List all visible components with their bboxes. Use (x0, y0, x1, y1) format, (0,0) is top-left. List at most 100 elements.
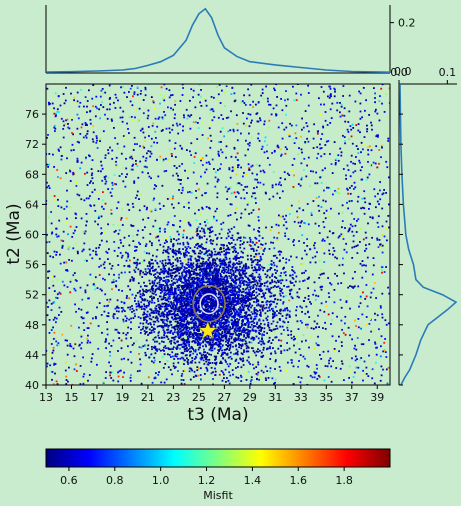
sample-point (156, 142, 158, 144)
sample-point (83, 137, 85, 139)
sample-point (145, 289, 147, 291)
sample-point (92, 182, 94, 184)
sample-point (188, 246, 190, 248)
sample-point (52, 103, 54, 105)
sample-point (350, 125, 352, 127)
sample-point (343, 332, 345, 334)
sample-point (59, 254, 61, 256)
sample-point (174, 100, 176, 102)
sample-point (135, 295, 137, 297)
sample-point (356, 220, 358, 222)
sample-point (169, 89, 171, 91)
sample-point (175, 250, 177, 252)
sample-point (107, 334, 109, 336)
sample-point (251, 264, 253, 266)
sample-point (276, 257, 278, 259)
sample-point (58, 149, 60, 151)
sample-point (328, 362, 330, 364)
sample-point (78, 142, 80, 144)
sample-point (98, 325, 100, 327)
sample-point (91, 168, 93, 170)
sample-point (360, 111, 362, 113)
sample-point (168, 289, 170, 291)
sample-point (123, 146, 125, 148)
sample-point (222, 222, 224, 224)
sample-point (134, 313, 136, 315)
sample-point (314, 371, 316, 373)
sample-point (117, 100, 119, 102)
sample-point (331, 103, 333, 105)
sample-point (168, 338, 170, 340)
sample-point (182, 234, 184, 236)
sample-point (367, 177, 369, 179)
sample-point (276, 314, 278, 316)
sample-point (263, 184, 265, 186)
sample-point (198, 368, 200, 370)
sample-point (255, 197, 257, 199)
sample-point (220, 102, 222, 104)
sample-point (331, 163, 333, 165)
sample-point (227, 117, 229, 119)
sample-point (199, 272, 201, 274)
sample-point (238, 362, 240, 364)
sample-point (321, 147, 323, 149)
sample-point (209, 235, 211, 237)
sample-point (54, 200, 56, 202)
sample-point (55, 297, 57, 299)
sample-point (122, 117, 124, 119)
sample-point (281, 154, 283, 156)
sample-point (362, 260, 364, 262)
sample-point (102, 278, 104, 280)
sample-point (107, 149, 109, 151)
sample-point (357, 152, 359, 154)
sample-point (259, 376, 261, 378)
sample-point (130, 224, 132, 226)
sample-point (138, 316, 140, 318)
sample-point (213, 116, 215, 118)
sample-point (236, 311, 238, 313)
sample-point (71, 117, 73, 119)
sample-point (296, 211, 298, 213)
sample-point (328, 296, 330, 298)
sample-point (261, 266, 263, 268)
sample-point (307, 85, 309, 87)
sample-point (80, 365, 82, 367)
sample-point (296, 336, 298, 338)
sample-point (232, 289, 234, 291)
sample-point (153, 274, 155, 276)
sample-point (227, 233, 229, 235)
sample-point (61, 159, 63, 161)
sample-point (348, 169, 350, 171)
sample-point (256, 378, 258, 380)
sample-point (366, 179, 368, 181)
sample-point (114, 137, 116, 139)
sample-point (190, 238, 192, 240)
sample-point (319, 354, 321, 356)
sample-point (370, 122, 372, 124)
sample-point (253, 229, 255, 231)
sample-point (189, 370, 191, 372)
sample-point (239, 244, 241, 246)
sample-point (210, 274, 212, 276)
sample-point (209, 254, 211, 256)
sample-point (370, 331, 372, 333)
sample-point (76, 185, 78, 187)
sample-point (188, 202, 190, 204)
sample-point (198, 94, 200, 96)
sample-point (52, 352, 54, 354)
sample-point (75, 243, 77, 245)
sample-point (152, 316, 154, 318)
sample-point (159, 208, 161, 210)
sample-point (179, 145, 181, 147)
sample-point (156, 159, 158, 161)
sample-point (236, 174, 238, 176)
sample-point (297, 153, 299, 155)
sample-point (55, 113, 57, 115)
sample-point (80, 287, 82, 289)
sample-point (276, 105, 278, 107)
sample-point (264, 308, 266, 310)
sample-point (182, 340, 184, 342)
sample-point (189, 100, 191, 102)
sample-point (321, 273, 323, 275)
sample-point (84, 173, 86, 175)
